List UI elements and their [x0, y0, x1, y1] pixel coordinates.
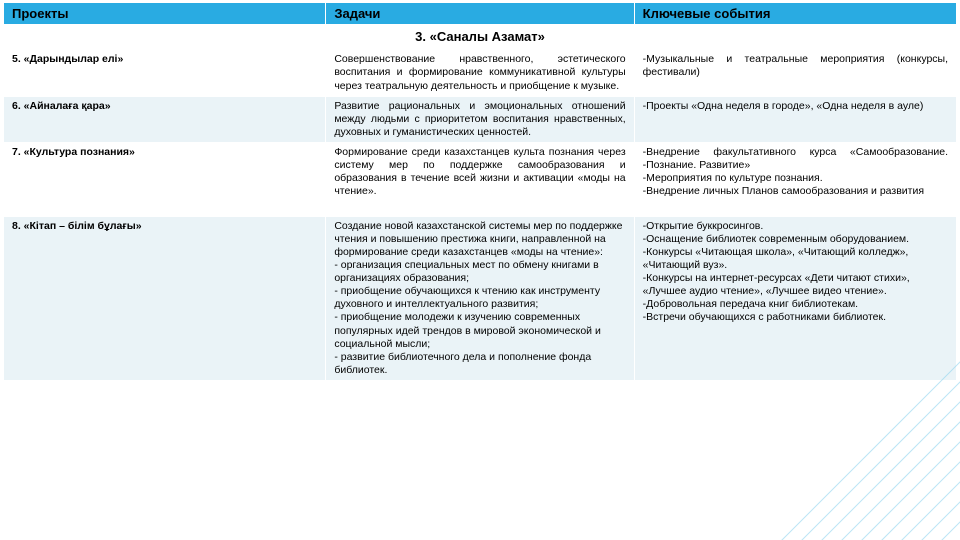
header-events: Ключевые события: [634, 3, 956, 25]
table-row: 6. «Айналаға қара» Развитие рациональных…: [4, 96, 957, 142]
cell-tasks: Формирование среди казахстанцев культа п…: [326, 143, 634, 203]
header-projects: Проекты: [4, 3, 326, 25]
cell-project: 5. «Дарындылар елі»: [4, 50, 326, 96]
cell-events: -Музыкальные и театральные мероприятия (…: [634, 50, 956, 96]
cell-project: 7. «Культура познания»: [4, 143, 326, 203]
projects-table: Проекты Задачи Ключевые события 3. «Сана…: [3, 2, 957, 381]
section-title: 3. «Саналы Азамат»: [4, 25, 957, 50]
header-tasks: Задачи: [326, 3, 634, 25]
table-row: 5. «Дарындылар елі» Совершенствование нр…: [4, 50, 957, 96]
table-row: 8. «Кітап – білім бұлағы» Создание новой…: [4, 216, 957, 381]
cell-tasks: Совершенствование нравственного, эстетич…: [326, 50, 634, 96]
section-row: 3. «Саналы Азамат»: [4, 25, 957, 50]
cell-tasks: Развитие рациональных и эмоциональных от…: [326, 96, 634, 142]
cell-tasks: Создание новой казахстанской системы мер…: [326, 216, 634, 381]
spacer-row: [4, 202, 957, 216]
cell-project: 8. «Кітап – білім бұлағы»: [4, 216, 326, 381]
cell-events: -Внедрение факультативного курса «Самооб…: [634, 143, 956, 203]
cell-events: -Открытие буккросингов.-Оснащение библио…: [634, 216, 956, 381]
table-row: 7. «Культура познания» Формирование сред…: [4, 143, 957, 203]
cell-events: -Проекты «Одна неделя в городе», «Одна н…: [634, 96, 956, 142]
table-header-row: Проекты Задачи Ключевые события: [4, 3, 957, 25]
cell-project: 6. «Айналаға қара»: [4, 96, 326, 142]
